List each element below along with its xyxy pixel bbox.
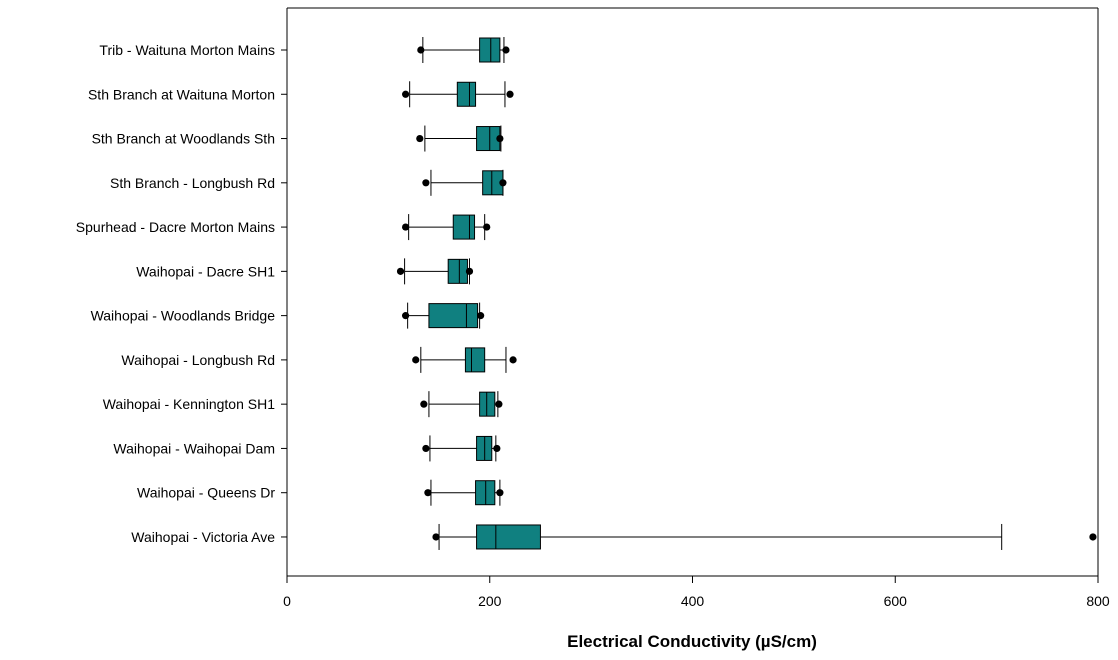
outlier-point: [502, 46, 510, 54]
box-row: [432, 523, 1097, 550]
iqr-box: [475, 480, 496, 506]
x-tick-label: 0: [283, 593, 291, 609]
outlier-point: [493, 444, 501, 453]
category-label: Waihopai - Victoria Ave: [131, 529, 275, 545]
category-labels: Trib - Waituna Morton Mains Sth Branch at…: [76, 42, 276, 545]
outlier-point: [416, 134, 424, 143]
category-label: Sth Branch at Waituna Morton: [88, 86, 275, 102]
box-row: [402, 214, 491, 241]
outlier-point: [496, 134, 504, 143]
box-row: [422, 435, 501, 462]
iqr-box: [464, 347, 486, 373]
outlier-point: [424, 489, 432, 497]
category-label: Sth Branch - Longbush Rd: [110, 175, 275, 191]
outlier-point: [499, 179, 507, 187]
outlier-point: [412, 356, 420, 364]
x-tick-label: 600: [884, 593, 908, 609]
outlier-point: [402, 90, 410, 98]
iqr-box: [452, 214, 476, 240]
outlier-point: [422, 444, 430, 453]
category-label: Waihopai - Woodlands Bridge: [91, 308, 276, 324]
category-label: Spurhead - Dacre Morton Mains: [76, 219, 275, 235]
x-axis-title: Electrical Conductivity (µS/cm): [567, 632, 817, 651]
box-row: [422, 169, 507, 196]
x-tick-label: 200: [478, 593, 502, 609]
iqr-box: [456, 81, 477, 107]
box-row: [402, 302, 485, 329]
box-row: [417, 37, 510, 63]
outlier-point: [483, 223, 491, 231]
category-label: Waihopai - Queens Dr: [137, 485, 275, 501]
box-row: [402, 81, 514, 108]
category-label: Waihopai - Kennington SH1: [103, 396, 275, 412]
boxplot-marks: [396, 37, 1097, 550]
outlier-point: [506, 90, 514, 98]
outlier-point: [477, 312, 485, 320]
box-row: [424, 479, 504, 506]
box-row: [396, 258, 474, 285]
outlier-point: [422, 179, 430, 187]
category-label: Trib - Waituna Morton Mains: [99, 42, 275, 58]
iqr-box: [479, 37, 501, 63]
x-tick-label: 400: [681, 593, 705, 609]
x-axis-ticks: 0 200 400 600 800: [281, 49, 1110, 609]
iqr-box: [476, 524, 541, 550]
outlier-point: [402, 223, 410, 231]
outlier-point: [396, 267, 405, 275]
box-row: [420, 391, 503, 418]
outlier-point: [432, 533, 440, 541]
outlier-point: [1089, 533, 1097, 541]
outlier-point: [402, 312, 410, 320]
outlier-point: [417, 46, 425, 54]
x-tick-label: 800: [1086, 593, 1110, 609]
box-row: [412, 346, 517, 373]
iqr-box: [476, 435, 493, 461]
outlier-point: [495, 400, 503, 408]
outlier-point: [420, 400, 428, 408]
box-row: [416, 125, 504, 152]
iqr-box: [428, 303, 479, 329]
outlier-point: [509, 356, 517, 364]
outlier-point: [496, 489, 504, 497]
category-label: Waihopai - Dacre SH1: [136, 263, 275, 279]
iqr-box: [447, 258, 468, 284]
category-label: Sth Branch at Woodlands Sth: [92, 131, 275, 147]
category-label: Waihopai - Longbush Rd: [121, 352, 275, 368]
outlier-point: [465, 267, 474, 275]
iqr-box: [479, 391, 496, 417]
category-label: Waihopai - Waihopai Dam: [113, 440, 275, 456]
